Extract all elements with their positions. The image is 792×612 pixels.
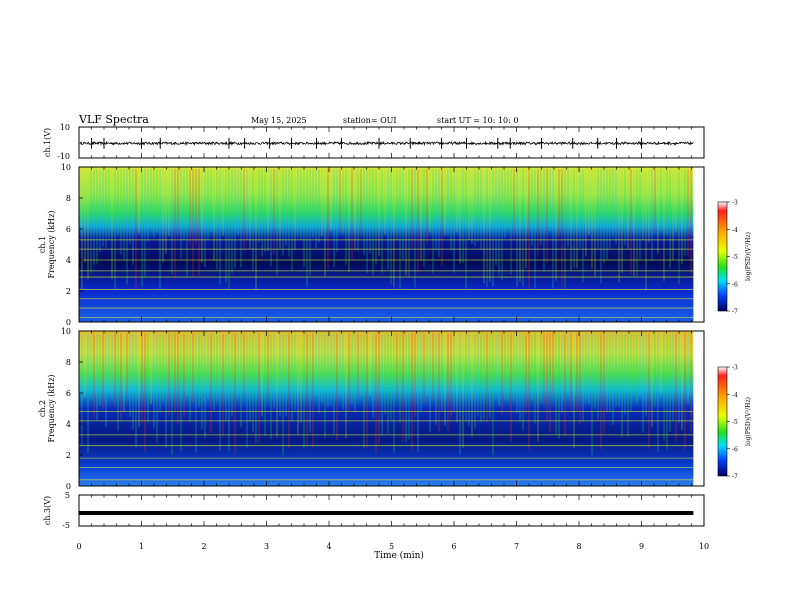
- xtick-label: 3: [264, 542, 269, 551]
- xtick-label: 10: [699, 542, 709, 551]
- xtick-label: 1: [139, 542, 144, 551]
- ytick-label: 10: [61, 327, 71, 336]
- x-axis-label: Time (min): [374, 550, 424, 561]
- y-axis-label: ch.2: [38, 400, 47, 417]
- colorbar-gradient: [717, 366, 728, 477]
- time-axis: 0 1 2 3 4 5 6 7 8 9 10: [76, 542, 709, 551]
- colorbar-tick-label: -6: [732, 446, 738, 453]
- ytick-label: 10: [61, 163, 71, 172]
- colorbar-tick-label: -6: [732, 281, 738, 288]
- ytick-label: 0: [66, 318, 71, 327]
- ch2-spectrogram-panel: 0 2 4 6 8 10 ch.2 Frequency (kHz): [38, 327, 705, 491]
- ytick-label: 6: [66, 389, 71, 398]
- xtick-label: 5: [389, 542, 394, 551]
- ch1-colorbar: -3 -4 -5 -6 -7 log(PSD)(V²/Hz): [717, 200, 752, 316]
- xtick-label: 2: [201, 542, 206, 551]
- y-axis-label: ch.1: [38, 236, 47, 253]
- ch1-ytick-label: -10: [57, 152, 70, 161]
- ytick-label: 8: [66, 358, 71, 367]
- ch2-colorbar: -3 -4 -5 -6 -7 log(PSD)(V²/Hz): [717, 365, 752, 481]
- xtick-label: 8: [576, 542, 581, 551]
- ytick-label: 4: [66, 420, 71, 429]
- xtick-label: 0: [76, 542, 81, 551]
- xtick-label: 9: [639, 542, 644, 551]
- xtick-label: 7: [514, 542, 519, 551]
- colorbar-gradient: [717, 201, 728, 312]
- start-time-label: start UT = 10: 10: 0: [437, 116, 518, 125]
- station-label: station= OUI: [343, 116, 397, 125]
- colorbar-tick-label: -4: [732, 227, 738, 234]
- ch3-ytick-label: -5: [62, 521, 70, 530]
- xtick-label: 6: [451, 542, 456, 551]
- y-axis-label: Frequency (kHz): [47, 210, 56, 278]
- ch1-ytick-label: 10: [60, 123, 70, 132]
- colorbar-tick-label: -5: [732, 254, 738, 261]
- colorbar-tick-label: -3: [732, 200, 738, 207]
- ytick-label: 2: [66, 451, 71, 460]
- y-axis-label: Frequency (kHz): [47, 374, 56, 442]
- spectrogram-image: [79, 331, 694, 486]
- ytick-label: 6: [66, 225, 71, 234]
- colorbar-tick-label: -7: [732, 474, 738, 481]
- spectrogram-image: [79, 167, 694, 322]
- ch1-trace: [79, 140, 694, 146]
- ytick-label: 0: [66, 482, 71, 491]
- colorbar-tick-label: -4: [732, 392, 738, 399]
- xtick-label: 4: [326, 542, 331, 551]
- ch1-spectrogram-panel: 0 2 4 6 8 10 ch.1 Frequency (kHz): [38, 163, 705, 327]
- colorbar-tick-label: -5: [732, 419, 738, 426]
- ytick-label: 4: [66, 256, 71, 265]
- colorbar-label: log(PSD)(V²/Hz): [745, 232, 752, 281]
- ch1-waveform-panel: 10 -10 ch.1(V): [43, 123, 705, 161]
- y-axis-label: ch.3(V): [43, 496, 52, 525]
- ytick-label: 2: [66, 287, 71, 296]
- figure-title: VLF Spectra: [78, 113, 149, 126]
- ch3-ytick-label: 5: [65, 491, 70, 500]
- colorbar-tick-label: -3: [732, 365, 738, 372]
- ch3-waveform-panel: 5 -5 ch.3(V): [43, 491, 705, 530]
- colorbar-tick-label: -7: [732, 309, 738, 316]
- date-label: May 15, 2025: [251, 116, 307, 125]
- colorbar-label: log(PSD)(V²/Hz): [745, 397, 752, 446]
- ytick-label: 8: [66, 194, 71, 203]
- y-axis-label: ch.1(V): [43, 128, 52, 157]
